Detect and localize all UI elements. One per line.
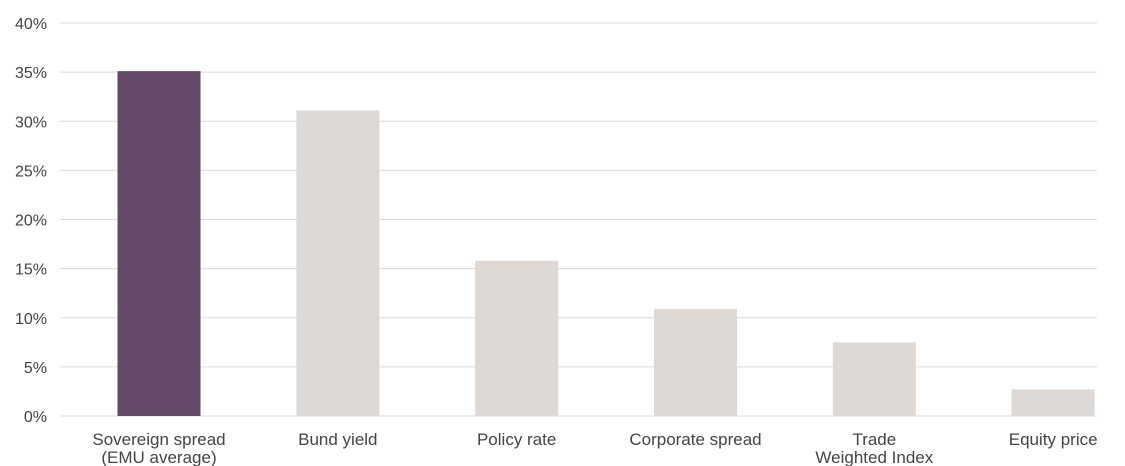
x-category-label: Corporate spread — [629, 430, 761, 449]
x-category-label: Sovereign spread (EMU average) — [92, 430, 225, 466]
x-category-label: Trade Weighted Index — [815, 430, 933, 466]
x-category-label-line: Equity price — [1009, 430, 1098, 449]
bar-3 — [654, 308, 737, 416]
bar-2 — [475, 260, 559, 416]
x-category-label-line: Policy rate — [477, 430, 556, 449]
y-tick-label: 25% — [15, 163, 47, 180]
y-tick-label: 40% — [15, 16, 47, 33]
bar-1 — [296, 110, 380, 416]
y-axis-tick-labels: 0% 5% 10% 15% 20% 25% 30% 35% 40% — [15, 16, 47, 426]
y-tick-label: 5% — [24, 360, 47, 377]
x-axis-category-labels: Sovereign spread (EMU average) Bund yield P… — [92, 430, 1097, 466]
y-tick-label: 20% — [15, 213, 47, 230]
x-category-label-line: Weighted Index — [815, 448, 933, 466]
x-category-label-line: Trade — [852, 430, 896, 449]
bar-4 — [832, 342, 916, 416]
y-tick-label: 30% — [15, 114, 47, 131]
x-category-label-line: Bund yield — [298, 430, 377, 449]
x-category-label-line: Corporate spread — [629, 430, 761, 449]
bars — [117, 71, 1095, 416]
y-tick-label: 10% — [15, 311, 47, 328]
x-category-label: Bund yield — [298, 430, 377, 449]
bar-5 — [1011, 389, 1095, 416]
grid-lines — [60, 22, 1097, 417]
bar-0 — [117, 71, 201, 416]
y-tick-label: 15% — [15, 262, 47, 279]
x-category-label-line: Sovereign spread — [92, 430, 225, 449]
y-tick-label: 0% — [24, 409, 47, 426]
x-category-label: Equity price — [1009, 430, 1098, 449]
x-category-label-line: (EMU average) — [101, 448, 216, 466]
y-tick-label: 35% — [15, 65, 47, 82]
x-category-label: Policy rate — [477, 430, 556, 449]
